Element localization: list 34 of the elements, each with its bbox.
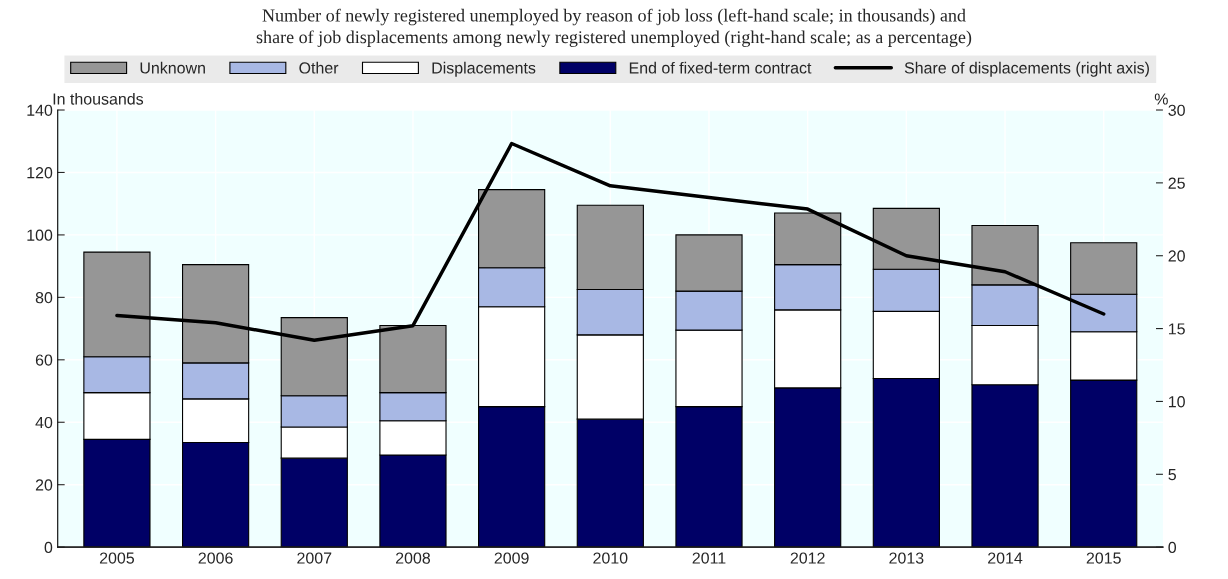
- legend-label: Displacements: [432, 61, 536, 77]
- x-tick-label: 2009: [494, 552, 529, 564]
- chart-title: Number of newly registered unemployed by reason of job loss (left-hand scale; in thousands) and share of job displacements among newly registered unemployed (right-hand scale; as a percentage): [256, 8, 972, 47]
- legend-label: End of fixed-term contract: [629, 61, 812, 74]
- y-tick-label: 80: [35, 291, 53, 304]
- y2-tick-label: 5: [1168, 469, 1176, 481]
- y2-tick-label: 10: [1168, 396, 1185, 408]
- y2-tick-label: 20: [1168, 250, 1185, 262]
- x-tick-label: 2011: [692, 552, 726, 564]
- y-tick-label: 140: [27, 104, 53, 116]
- legend-label: Share of displacements (right axis): [904, 61, 1149, 77]
- x-tick-label: 2014: [988, 552, 1023, 564]
- x-tick-label: 2012: [790, 552, 825, 564]
- x-tick-label: 2005: [99, 552, 135, 564]
- x-tick-label: 2007: [297, 552, 332, 564]
- y2-tick-label: 25: [1168, 177, 1185, 189]
- y2-axis-title: %: [1154, 93, 1168, 105]
- y-tick-label: 120: [27, 167, 53, 179]
- y-axis-title: In thousands: [53, 92, 144, 105]
- x-tick-label: 2015: [1086, 552, 1121, 564]
- legend-label: Other: [299, 61, 339, 74]
- y-tick-label: 100: [27, 229, 53, 241]
- legend-label: Unknown: [140, 61, 205, 74]
- x-tick-label: 2006: [198, 552, 233, 564]
- y-tick-label: 60: [35, 354, 53, 366]
- y-tick-label: 40: [35, 416, 53, 429]
- y-tick-label: 0: [44, 541, 53, 554]
- x-tick-label: 2008: [396, 552, 431, 564]
- y-tick-label: 20: [35, 479, 53, 491]
- y2-tick-label: 0: [1168, 541, 1177, 554]
- y2-tick-label: 30: [1168, 104, 1185, 116]
- y2-tick-label: 15: [1168, 323, 1185, 335]
- x-tick-label: 2010: [593, 552, 628, 564]
- x-tick-label: 2013: [889, 552, 924, 564]
